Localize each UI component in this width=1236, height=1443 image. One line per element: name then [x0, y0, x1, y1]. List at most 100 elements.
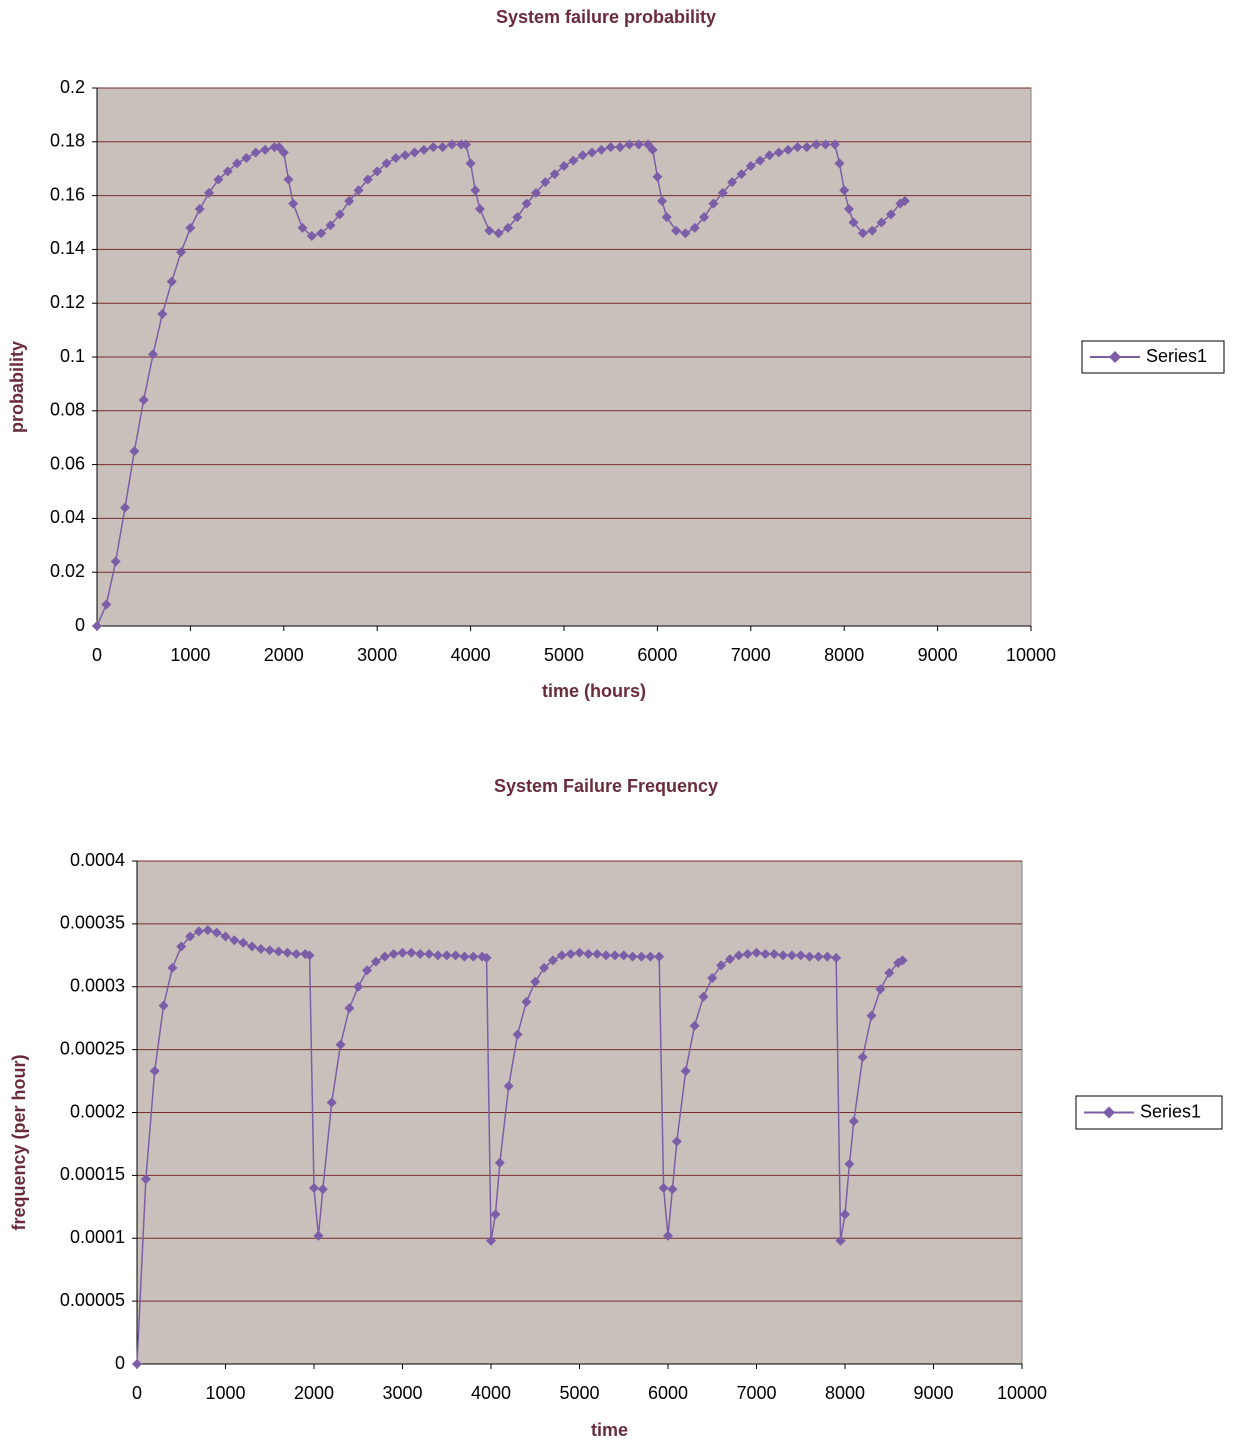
marker [813, 951, 824, 962]
marker [194, 204, 205, 215]
x-tick-label: 4000 [471, 1383, 511, 1403]
marker [255, 944, 266, 955]
marker [512, 212, 523, 223]
marker [897, 955, 908, 966]
marker [839, 185, 850, 196]
marker [317, 1184, 328, 1195]
marker [875, 984, 886, 995]
marker [211, 927, 222, 938]
marker [490, 1209, 501, 1220]
marker [559, 161, 569, 172]
marker [176, 941, 187, 952]
marker [843, 204, 854, 215]
marker [325, 220, 336, 231]
marker [663, 1230, 673, 1241]
marker [291, 949, 302, 960]
x-tick-label: 8000 [825, 1383, 865, 1403]
marker [689, 1020, 700, 1031]
marker [400, 150, 411, 161]
y-tick-label: 0.12 [50, 292, 85, 312]
marker [502, 222, 513, 233]
marker [232, 158, 243, 169]
marker [884, 967, 895, 978]
marker [148, 349, 159, 360]
marker [388, 949, 399, 960]
chart-title: System Failure Frequency [494, 776, 718, 796]
marker [335, 1039, 346, 1050]
marker [530, 976, 541, 987]
marker [334, 209, 345, 220]
marker [166, 276, 177, 287]
marker [745, 161, 756, 172]
marker [460, 139, 471, 150]
legend-label: Series1 [1146, 346, 1207, 366]
marker [101, 599, 112, 610]
marker [176, 247, 187, 258]
marker [736, 169, 747, 180]
x-tick-label: 8000 [824, 645, 864, 665]
marker [282, 947, 293, 958]
marker [643, 139, 654, 150]
marker [428, 142, 439, 153]
marker [783, 144, 794, 155]
marker [811, 139, 822, 150]
marker [92, 621, 102, 631]
marker [129, 446, 140, 457]
marker [724, 954, 735, 965]
x-tick-label: 10000 [1006, 645, 1056, 665]
marker [397, 947, 408, 958]
marker [549, 169, 560, 180]
marker [521, 198, 532, 209]
marker [733, 950, 744, 961]
marker [689, 222, 700, 233]
marker [229, 935, 240, 946]
marker [247, 941, 258, 952]
marker [624, 139, 635, 150]
marker [446, 139, 457, 150]
marker [390, 152, 401, 163]
marker [149, 1066, 160, 1077]
marker [424, 949, 435, 960]
marker [465, 158, 476, 169]
marker [831, 952, 842, 963]
marker [820, 139, 831, 150]
marker [885, 209, 896, 220]
marker [202, 925, 213, 936]
y-axis-label: frequency (per hour) [9, 1054, 29, 1230]
marker [751, 947, 762, 958]
y-tick-label: 0.00025 [60, 1038, 125, 1058]
x-tick-label: 0 [132, 1383, 142, 1403]
y-tick-label: 0.00035 [60, 913, 125, 933]
marker [539, 962, 550, 973]
marker [707, 972, 718, 983]
y-tick-label: 0.1 [60, 346, 85, 366]
y-tick-label: 0.2 [60, 77, 85, 97]
marker [432, 950, 443, 961]
marker [801, 142, 812, 153]
marker [326, 1097, 337, 1108]
y-tick-label: 0.06 [50, 453, 85, 473]
marker [273, 946, 284, 957]
marker [512, 1029, 523, 1040]
marker [288, 198, 299, 209]
x-tick-label: 2000 [264, 645, 304, 665]
marker [755, 155, 766, 166]
x-tick-label: 4000 [451, 645, 491, 665]
marker [474, 204, 485, 215]
marker [260, 144, 271, 155]
marker [708, 198, 719, 209]
marker [658, 1182, 669, 1193]
y-tick-label: 0.02 [50, 561, 85, 581]
marker [657, 195, 668, 206]
marker [110, 556, 121, 567]
legend-marker [1109, 351, 1121, 363]
marker [699, 212, 710, 223]
marker [596, 144, 607, 155]
y-tick-label: 0 [75, 615, 85, 635]
legend-marker [1103, 1106, 1115, 1119]
marker [645, 951, 656, 962]
marker [450, 950, 461, 961]
marker [786, 950, 797, 961]
legend-label: Series1 [1140, 1101, 1201, 1121]
marker [494, 1157, 505, 1168]
